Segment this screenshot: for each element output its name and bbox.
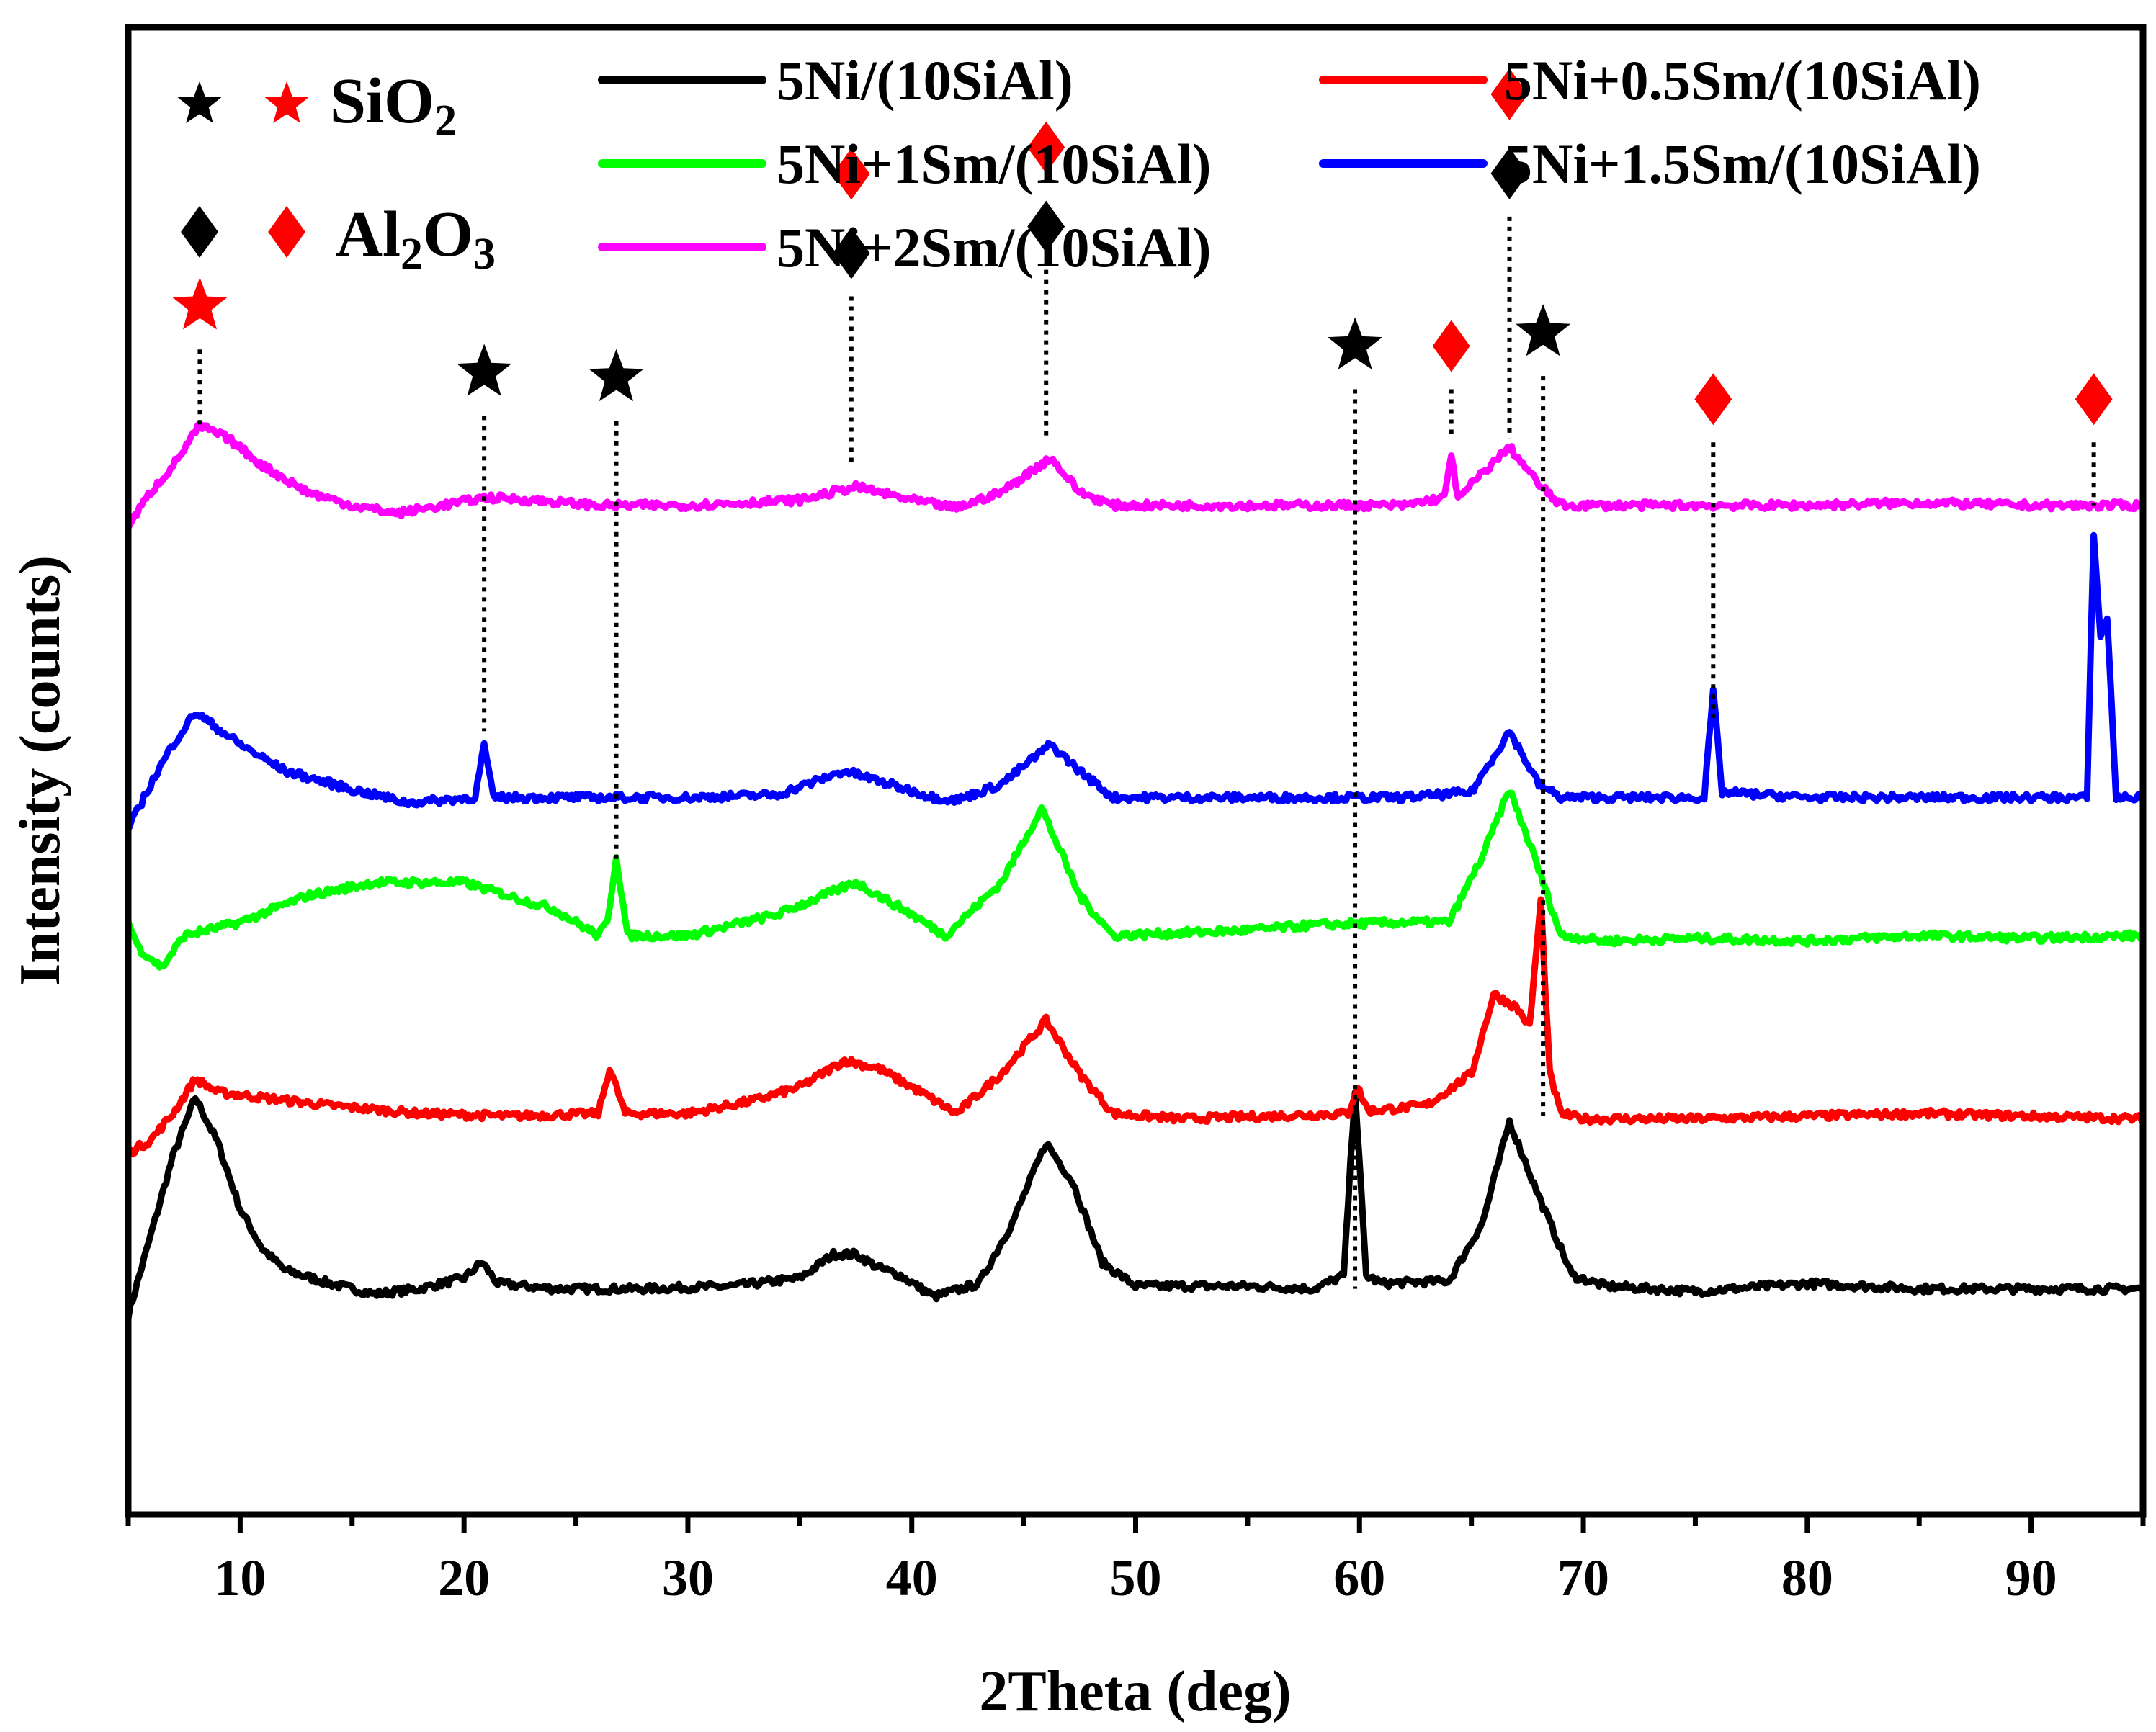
x-tick-label: 70 — [1557, 1549, 1609, 1607]
series-line-5ni-10sial — [125, 1089, 2147, 1323]
x-tick-label: 90 — [2005, 1549, 2057, 1607]
peak-marker-diamond-black-icon — [832, 227, 870, 279]
series-line-5ni-0-5sm-10sial — [125, 896, 2147, 1158]
x-tick-label: 80 — [1781, 1549, 1833, 1607]
peak-marker-diamond-red-icon — [832, 148, 870, 200]
peak-marker-diamond-red-icon — [1027, 121, 1065, 174]
peak-marker-star-black-icon — [589, 349, 644, 402]
phase-legend-sio2: SiO2 — [330, 66, 457, 145]
y-axis-label: Intensity (counts) — [9, 555, 72, 986]
sio2-star-red-icon — [264, 81, 309, 123]
legend-label-5ni-2sm-10sial: 5Ni+2Sm/(10SiAl) — [777, 216, 1211, 279]
phase-legend-al2o3-symbols — [181, 206, 305, 258]
series-line-5ni-1sm-10sial — [125, 789, 2147, 971]
phase-sio2-subscript: 2 — [434, 97, 457, 145]
series-line-5ni-1-5sm-10sial — [125, 531, 2147, 833]
al2o3-diamond-red-icon — [268, 206, 305, 258]
legend-label-5ni-10sial: 5Ni/(10SiAl) — [777, 49, 1073, 112]
x-tick-label: 30 — [662, 1549, 714, 1607]
x-tick-label: 40 — [886, 1549, 938, 1607]
phase-al2o3-formula: Al — [336, 199, 401, 270]
peak-marker-diamond-black-icon — [1027, 200, 1065, 253]
al2o3-diamond-black-icon — [181, 206, 218, 258]
series-layer — [125, 420, 2147, 1323]
phase-sio2-formula: SiO — [330, 66, 434, 137]
peak-marker-diamond-red-icon — [1694, 373, 1732, 426]
x-axis-label: 2Theta (deg) — [979, 1660, 1291, 1723]
legend-label-5ni-1-5sm-10sial: 5Ni+1.5Sm/(10SiAl) — [1504, 133, 1981, 195]
x-axis: 10 20 30 40 50 60 70 80 90 — [125, 1515, 2146, 1607]
peak-marker-star-black-icon — [1328, 317, 1383, 369]
x-tick-label: 50 — [1110, 1549, 1162, 1607]
phase-legend-al2o3: Al2O3 — [336, 199, 496, 279]
peak-marker-diamond-red-icon — [1432, 320, 1470, 372]
phase-al2o3-subscript-2: 2 — [401, 230, 423, 279]
x-tick-label: 10 — [214, 1549, 266, 1607]
x-tick-label: 60 — [1333, 1549, 1385, 1607]
peak-marker-diamond-red-icon — [1490, 68, 1529, 120]
phase-legend: SiO2 Al2O3 — [177, 66, 496, 279]
sio2-star-black-icon — [177, 81, 222, 123]
peak-guides — [197, 216, 2096, 1289]
peak-marker-star-black-icon — [457, 344, 512, 396]
peak-marker-diamond-black-icon — [1490, 147, 1529, 199]
series-line-5ni-2sm-10sial — [125, 420, 2147, 531]
x-tick-label: 20 — [438, 1549, 490, 1607]
peak-markers — [172, 68, 2113, 426]
peak-marker-diamond-red-icon — [2075, 373, 2113, 426]
peak-marker-star-red-icon — [172, 277, 228, 330]
series-legend: 5Ni/(10SiAl) 5Ni+0.5Sm/(10SiAl) 5Ni+1Sm/(1… — [598, 49, 1981, 279]
legend-label-5ni-0-5sm-10sial: 5Ni+0.5Sm/(10SiAl) — [1504, 49, 1981, 112]
legend-label-5ni-1sm-10sial: 5Ni+1Sm/(10SiAl) — [777, 133, 1211, 195]
phase-legend-sio2-symbols — [177, 81, 309, 123]
phase-al2o3-formula-o: O — [423, 199, 473, 270]
peak-marker-star-black-icon — [1516, 304, 1571, 356]
phase-al2o3-subscript-3: 3 — [473, 230, 496, 279]
